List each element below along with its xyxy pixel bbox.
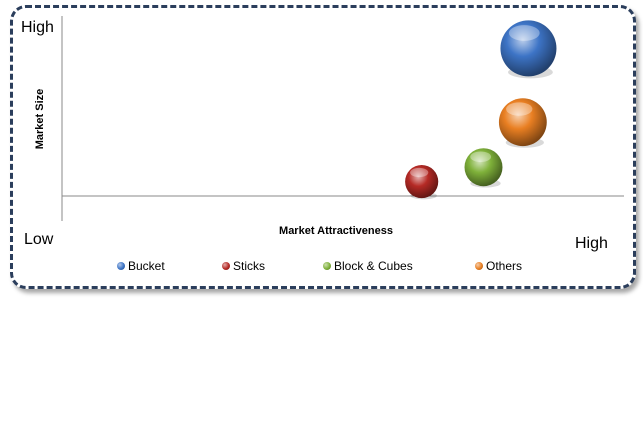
legend-item-sticks: Sticks xyxy=(222,259,265,273)
legend: Bucket Sticks Block & Cubes Others xyxy=(0,259,643,275)
legend-item-others: Others xyxy=(475,259,522,273)
bubble-bucket xyxy=(500,20,557,77)
legend-label: Sticks xyxy=(233,259,266,273)
legend-dot-icon xyxy=(323,262,331,270)
y-axis-high-label: High xyxy=(21,19,54,36)
x-axis-high-label: High xyxy=(575,235,608,252)
legend-label: Others xyxy=(486,259,523,273)
legend-dot-icon xyxy=(222,262,230,270)
bubble-others xyxy=(498,98,547,147)
bubble-block-cubes xyxy=(464,148,503,187)
legend-item-bucket: Bucket xyxy=(117,259,165,273)
bubble-sticks xyxy=(405,165,439,199)
legend-label: Bucket xyxy=(128,259,165,273)
bubble-highlight-others xyxy=(506,102,533,116)
bubble-highlight-block-cubes xyxy=(470,151,492,163)
legend-dot-icon xyxy=(475,262,483,270)
x-axis-title: Market Attractiveness xyxy=(279,225,393,237)
legend-label: Block & Cubes xyxy=(334,259,413,273)
bubble-highlight-sticks xyxy=(410,167,429,178)
legend-dot-icon xyxy=(117,262,125,270)
legend-item-block-cubes: Block & Cubes xyxy=(323,259,413,273)
bubble-highlight-bucket xyxy=(508,25,540,41)
x-axis-low-label: Low xyxy=(24,231,54,248)
